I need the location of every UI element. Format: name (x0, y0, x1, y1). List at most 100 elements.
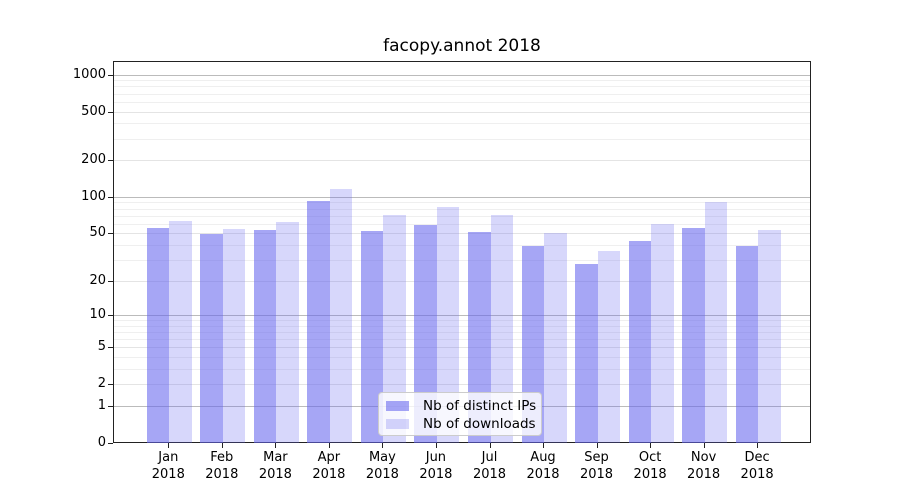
x-tick-month: Dec (744, 450, 770, 465)
x-tick-label-jul: Jul 2018 (462, 449, 518, 483)
gridline-minor-30 (114, 259, 810, 261)
legend-label-distinct-ips: Nb of distinct IPs (423, 398, 537, 414)
bar-nb-of-downloads-feb (222, 229, 246, 443)
bar-nb-of-distinct-ips-jul (468, 232, 491, 443)
y-tick-mark-2 (108, 384, 113, 386)
x-tick-month: Sep (584, 450, 609, 465)
gridline-minor-3 (114, 369, 810, 371)
x-tick-mark-oct (650, 443, 652, 448)
gridline-minor-300 (114, 138, 810, 140)
bar-nb-of-downloads-sep (597, 251, 620, 443)
gridline-minor-6 (114, 339, 810, 341)
x-tick-mark-dec (757, 443, 759, 448)
gridline-minor-70 (114, 215, 810, 217)
y-tick-label-5: 5 (97, 339, 106, 355)
gridline-minor-80 (114, 208, 810, 210)
x-tick-year: 2018 (579, 467, 614, 482)
x-tick-month: May (368, 450, 396, 465)
x-tick-month: Oct (638, 450, 662, 465)
x-tick-mark-jul (489, 443, 491, 448)
y-tick-mark-5 (108, 347, 113, 349)
y-tick-mark-10 (108, 315, 113, 317)
gridline-1000 (114, 74, 810, 76)
gridline-2 (114, 384, 810, 386)
bar-nb-of-distinct-ips-apr (307, 200, 330, 443)
bar-nb-of-distinct-ips-feb (200, 234, 223, 443)
gridline-minor-8 (114, 325, 810, 327)
y-tick-mark-200 (108, 160, 113, 162)
bar-nb-of-downloads-jun (436, 207, 460, 443)
bar-nb-of-distinct-ips-dec (735, 246, 759, 443)
x-tick-mark-nov (703, 443, 705, 448)
y-tick-label-0: 0 (97, 435, 106, 450)
x-tick-year: 2018 (633, 467, 667, 482)
gridline-minor-4 (114, 357, 810, 359)
x-tick-mark-feb (221, 443, 223, 448)
x-tick-month: Mar (263, 450, 288, 465)
x-tick-month: Jul (481, 450, 498, 465)
x-tick-month: Aug (530, 450, 556, 465)
x-tick-label-feb: Feb 2018 (194, 449, 250, 483)
x-tick-label-may: May 2018 (354, 449, 410, 483)
bar-nb-of-downloads-may (383, 214, 406, 443)
y-tick-mark-500 (108, 111, 113, 113)
x-tick-label-sep: Sep 2018 (569, 449, 625, 483)
gridline-minor-700 (114, 93, 810, 95)
x-tick-year: 2018 (258, 467, 292, 482)
y-tick-label-1: 1 (97, 398, 106, 413)
legend-label-downloads: Nb of downloads (423, 416, 536, 432)
legend-swatch-distinct-ips (386, 401, 409, 411)
x-tick-year: 2018 (365, 467, 399, 482)
bar-nb-of-distinct-ips-sep (575, 264, 598, 443)
bar-nb-of-distinct-ips-nov (682, 227, 705, 443)
y-tick-label-50: 50 (89, 225, 106, 241)
gridline-minor-9 (114, 320, 810, 322)
gridline-5 (114, 347, 810, 349)
gridline-20 (114, 280, 810, 282)
gridline-100 (114, 196, 810, 198)
x-tick-year: 2018 (312, 467, 346, 482)
gridline-50 (114, 233, 810, 235)
legend-item-distinct-ips: Nb of distinct IPs (386, 397, 537, 415)
y-tick-mark-100 (108, 196, 113, 198)
x-tick-label-dec: Dec 2018 (729, 449, 785, 483)
bar-nb-of-downloads-aug (544, 233, 567, 443)
x-tick-label-oct: Oct 2018 (622, 449, 678, 483)
x-tick-label-jan: Jan 2018 (140, 449, 196, 483)
legend-item-downloads: Nb of downloads (386, 415, 536, 433)
y-tick-label-10: 10 (89, 307, 106, 323)
x-tick-mark-sep (596, 443, 598, 448)
gridline-minor-600 (114, 101, 810, 103)
bar-nb-of-distinct-ips-jan (146, 227, 170, 443)
legend-swatch-downloads (386, 419, 409, 429)
y-tick-mark-0 (108, 443, 113, 444)
bar-nb-of-downloads-apr (329, 189, 353, 443)
gridline-minor-900 (114, 80, 810, 82)
gridline-200 (114, 160, 810, 162)
gridline-minor-7 (114, 332, 810, 334)
x-tick-label-aug: Aug 2018 (515, 449, 571, 483)
bar-nb-of-distinct-ips-oct (628, 241, 652, 443)
y-tick-mark-20 (108, 280, 113, 282)
gridline-minor-90 (114, 202, 810, 204)
x-tick-year: 2018 (151, 467, 185, 482)
bar-nb-of-distinct-ips-mar (253, 230, 277, 443)
bar-nb-of-downloads-jan (169, 220, 192, 443)
gridline-minor-800 (114, 86, 810, 88)
y-tick-label-100: 100 (81, 188, 106, 204)
x-tick-year: 2018 (205, 467, 239, 482)
gridline-500 (114, 111, 810, 113)
bar-nb-of-downloads-mar (276, 222, 299, 443)
gridline-10 (114, 315, 810, 317)
y-tick-label-500: 500 (81, 103, 106, 119)
y-tick-mark-1 (108, 406, 113, 407)
y-tick-label-20: 20 (89, 272, 106, 288)
x-tick-month: Jan (158, 450, 179, 465)
x-tick-mark-apr (328, 443, 330, 448)
legend: Nb of distinct IPs Nb of downloads (378, 392, 542, 436)
x-tick-mark-mar (275, 443, 277, 448)
x-tick-label-nov: Nov 2018 (676, 449, 732, 483)
y-tick-mark-1000 (108, 74, 113, 76)
bar-nb-of-distinct-ips-may (360, 231, 384, 443)
